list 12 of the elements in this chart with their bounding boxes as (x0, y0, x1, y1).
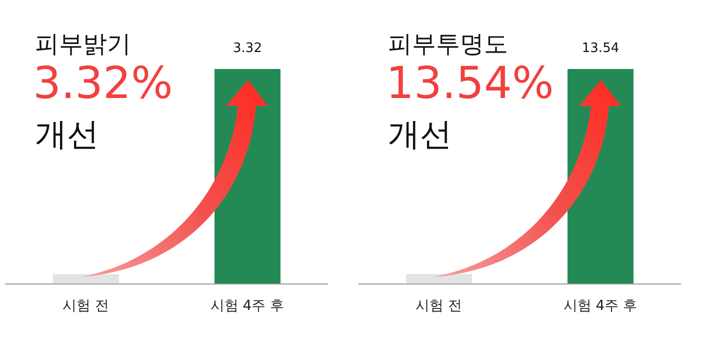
x-tick-label: 시험 4주 후 (563, 298, 638, 314)
chart-title: 피부밝기 (35, 29, 131, 60)
x-tick-label: 시험 전 (62, 298, 109, 314)
x-tick-label: 시험 전 (416, 298, 462, 314)
data-label: 13.54 (582, 41, 620, 56)
annotation: 개선 (35, 114, 99, 155)
data-label: 3.32 (233, 41, 262, 56)
chart-title: 피부투명도 (388, 29, 508, 60)
annotation: 개선 (388, 114, 452, 155)
annotation: 13.54% (386, 58, 554, 109)
x-tick-label: 시험 4주 후 (210, 298, 284, 314)
annotation: 3.32% (33, 58, 173, 109)
